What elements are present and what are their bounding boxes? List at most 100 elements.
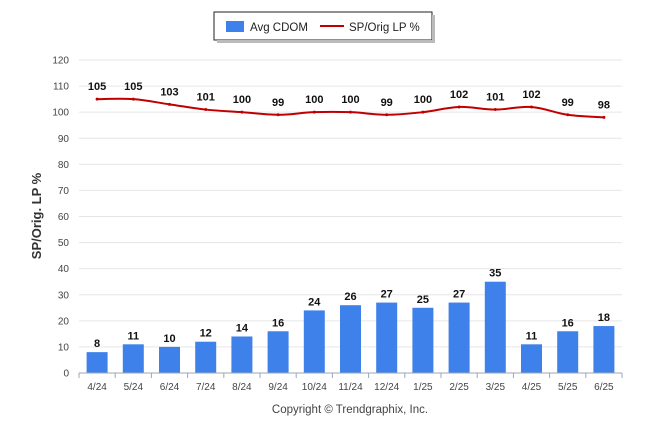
line-value-label: 100 — [233, 94, 251, 106]
line-value-label: 99 — [272, 97, 284, 109]
y-tick-label: 120 — [52, 56, 69, 67]
bar — [521, 344, 542, 373]
legend-shadow-bottom — [217, 40, 435, 43]
bar — [122, 344, 144, 373]
y-axis-title: SP/Orig. LP % — [29, 172, 44, 259]
bar — [448, 302, 470, 373]
legend-bar-swatch — [226, 21, 244, 32]
legend-shadow — [432, 15, 435, 43]
x-tick-label: 6/25 — [594, 382, 614, 393]
y-tick-label: 50 — [58, 238, 70, 249]
line-value-label: 99 — [381, 97, 393, 109]
bar-value-label: 10 — [163, 333, 175, 345]
bar-value-label: 8 — [94, 338, 100, 350]
y-tick-label: 20 — [58, 316, 70, 327]
line-point — [602, 115, 606, 119]
line-point — [385, 113, 389, 117]
line-point — [566, 113, 570, 117]
bar — [86, 352, 108, 373]
line-point — [240, 110, 244, 114]
bar-value-label: 11 — [127, 330, 139, 342]
bar — [267, 331, 289, 373]
bar — [195, 341, 217, 373]
y-tick-label: 30 — [58, 290, 70, 301]
bar-value-label: 16 — [562, 317, 574, 329]
axes: 0 10 20 30 40 50 60 70 80 90 100 110 120 4/24 5/24 6/24… — [52, 56, 623, 393]
line-value-label: 100 — [341, 94, 359, 106]
legend: Avg CDOM SP/Orig LP % — [213, 11, 435, 43]
bar-value-label: 11 — [526, 330, 538, 342]
bar — [303, 310, 325, 373]
credit-text: Copyright © Trendgraphix, Inc. — [272, 404, 428, 416]
x-tick-label: 7/24 — [196, 382, 216, 393]
x-tick-label: 4/25 — [522, 382, 542, 393]
x-tick-label: 3/25 — [486, 382, 506, 393]
line-value-label: 103 — [160, 86, 178, 98]
line-point — [204, 108, 208, 112]
bar — [231, 336, 253, 373]
x-tick-label: 11/24 — [338, 382, 363, 393]
line-value-label: 98 — [598, 99, 610, 111]
line-point — [530, 105, 533, 109]
bar — [484, 281, 506, 373]
x-tick-label: 2/25 — [449, 382, 469, 393]
data-labels: 8 11 10 12 14 16 24 26 27 25 27 35 11 16 18 105 105 103 10… — [88, 81, 610, 350]
y-tick-label: 40 — [58, 264, 70, 275]
bar — [159, 346, 180, 373]
line-point — [421, 110, 425, 114]
bar — [412, 307, 434, 373]
line-point — [457, 105, 461, 109]
x-tick-label: 6/24 — [160, 382, 180, 393]
y-tick-label: 60 — [58, 212, 70, 223]
bar-value-label: 27 — [381, 289, 393, 301]
line-value-label: 105 — [124, 81, 142, 93]
line-point — [493, 108, 497, 112]
x-tick-label: 10/24 — [302, 382, 327, 393]
y-tick-label: 110 — [53, 82, 69, 93]
bar-value-label: 18 — [598, 312, 610, 324]
line-point — [312, 110, 316, 114]
y-tick-label: 70 — [58, 186, 70, 197]
bar-value-label: 25 — [417, 294, 429, 306]
line-value-label: 101 — [486, 92, 504, 104]
line-series — [95, 97, 606, 119]
line-point — [95, 97, 99, 101]
gridlines — [79, 59, 622, 348]
y-tick-label: 10 — [58, 342, 70, 353]
bar-series — [86, 281, 615, 373]
bar — [376, 302, 398, 373]
y-tick-label: 0 — [63, 369, 69, 380]
x-tick-label: 12/24 — [374, 382, 399, 393]
bar — [593, 326, 615, 373]
line-value-label: 100 — [305, 94, 323, 106]
x-tick-label: 8/24 — [232, 382, 252, 393]
bar-value-label: 24 — [308, 296, 321, 308]
x-tick-label: 5/24 — [124, 382, 144, 393]
bar-value-label: 26 — [344, 291, 356, 303]
bar-value-label: 12 — [200, 328, 212, 340]
legend-label-line: SP/Orig LP % — [349, 22, 420, 34]
bar-value-label: 16 — [272, 317, 284, 329]
x-tick-label: 5/25 — [558, 382, 578, 393]
line-value-label: 100 — [414, 94, 432, 106]
x-tick-label: 1/25 — [413, 382, 433, 393]
x-tick-label: 9/24 — [268, 382, 288, 393]
y-tick-label: 100 — [52, 108, 69, 119]
bar-value-label: 35 — [489, 268, 501, 280]
line-point — [276, 113, 280, 117]
line-value-label: 99 — [562, 97, 574, 109]
x-tick-label: 4/24 — [87, 382, 107, 393]
legend-label-bars: Avg CDOM — [250, 22, 308, 34]
bar-value-label: 14 — [236, 322, 249, 334]
line-value-label: 102 — [450, 89, 468, 101]
bar-value-label: 27 — [453, 289, 465, 301]
y-tick-label: 90 — [58, 134, 70, 145]
line-point — [349, 110, 352, 114]
bar — [557, 331, 579, 373]
bar — [340, 305, 361, 373]
line-value-label: 102 — [522, 89, 540, 101]
line-value-label: 101 — [197, 92, 215, 104]
line-point — [168, 102, 171, 106]
